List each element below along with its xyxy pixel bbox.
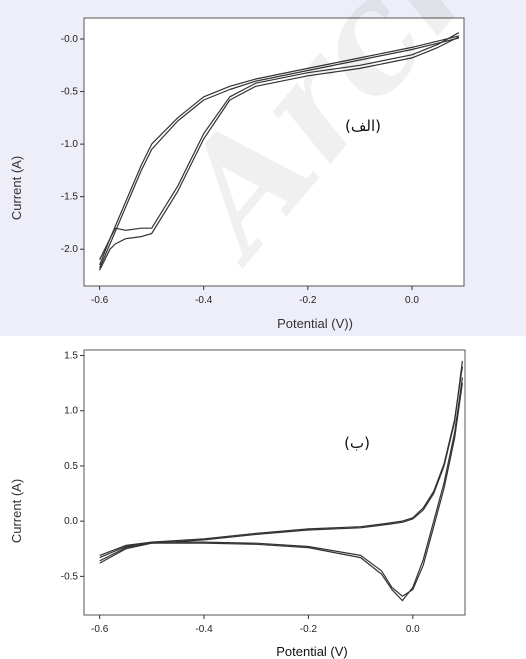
panel-b-x-axis-title: Potential (V) (276, 644, 348, 659)
chart-panel-a: -0.6 -0.4 -0.2 0.0 -0.0 -0.5 -1.0 -1.5 -2.0 (الف… (0, 0, 526, 336)
chart-panel-b: -0.6 -0.4 -0.2 0.0 1.5 1.0 0.5 0.0 -0.5 (ب) Pote… (0, 338, 526, 659)
panel-b-x-tick-label: 0.0 (406, 624, 420, 635)
panel-b-x-tick-label: -0.4 (195, 624, 213, 635)
panel-b-x-tick-label: -0.2 (300, 624, 318, 635)
panel-a-y-tick-label: -0.5 (61, 87, 79, 98)
panel-a-x-axis-title: Potential (V)) (277, 316, 353, 331)
panel-a-cv-trace-2 (99, 32, 460, 266)
panel-b-x-tick-label: -0.6 (91, 624, 109, 635)
panel-a-curves (99, 32, 460, 271)
panel-a-ticks: -0.6 -0.4 -0.2 0.0 -0.0 -0.5 -1.0 -1.5 -2.0 (61, 34, 420, 306)
panel-b-ticks: -0.6 -0.4 -0.2 0.0 1.5 1.0 0.5 0.0 -0.5 (61, 351, 420, 635)
panel-a-y-tick-label: -1.5 (61, 192, 79, 203)
panel-a-y-tick-label: -1.0 (61, 139, 79, 150)
panel-b-y-tick-label: 1.0 (64, 406, 78, 417)
panel-a-label: (الف) (345, 117, 381, 135)
panel-b-plot-frame (83, 349, 466, 616)
panel-b-y-tick-label: 1.5 (64, 351, 78, 362)
panel-b-label: (ب) (344, 434, 370, 452)
panel-a-x-tick-label: -0.4 (195, 295, 213, 306)
panel-a-x-tick-label: -0.2 (299, 295, 317, 306)
panel-b-y-tick-label: -0.5 (61, 571, 79, 582)
panel-b-curves (99, 360, 463, 602)
panel-b-cv-trace-3 (99, 366, 463, 562)
panel-a-y-axis-title: Current (A) (9, 156, 24, 220)
panel-a-y-tick-label: -2.0 (61, 244, 79, 255)
panel-b-y-axis-title: Current (A) (9, 479, 24, 543)
panel-b-y-tick-label: 0.0 (64, 516, 78, 527)
panel-a-cv-trace-4 (99, 36, 460, 271)
panel-a-y-tick-label: -0.0 (61, 34, 79, 45)
panel-a-cv-trace-3 (99, 37, 459, 269)
panel-b-y-tick-label: 0.5 (64, 461, 78, 472)
panel-a-x-tick-label: -0.6 (91, 295, 109, 306)
panel-b-cv-trace-4 (99, 383, 463, 597)
panel-a-cv-trace-1 (99, 35, 459, 260)
panel-a-x-tick-label: 0.0 (405, 295, 419, 306)
panel-b-cv-trace-2 (99, 377, 463, 602)
